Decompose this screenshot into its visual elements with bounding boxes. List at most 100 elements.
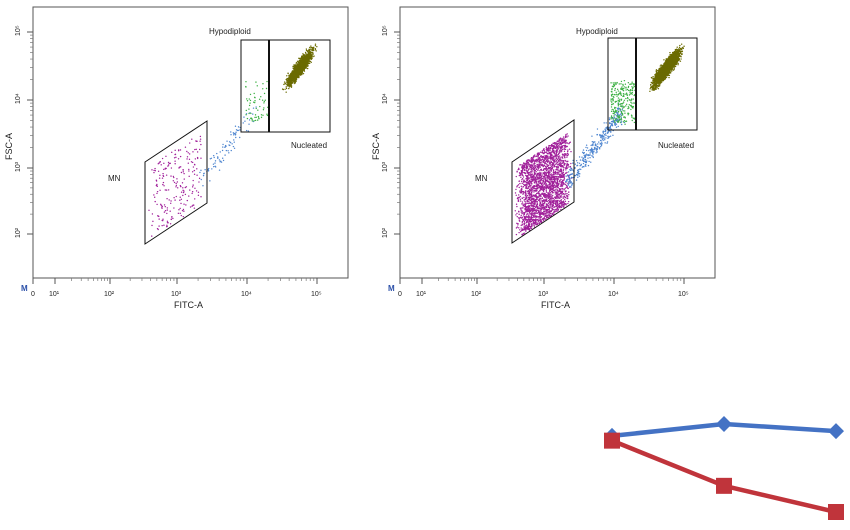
event-dot [544,157,546,159]
event-dot [533,221,535,224]
event-dot [218,159,221,161]
event-dot [244,120,246,122]
event-dot [516,212,518,215]
event-dot [299,61,301,64]
event-dot [527,174,530,176]
event-dot [546,196,548,198]
event-dot [566,192,568,195]
event-dot [533,182,536,184]
event-dot [570,150,572,153]
event-dot [524,211,526,214]
event-dot [260,114,263,116]
event-dot [534,219,536,221]
event-dot [531,220,534,222]
event-dot [558,152,561,154]
event-dot [516,215,518,218]
event-dot [565,154,567,156]
event-dot [296,71,298,74]
event-dot [562,181,564,184]
event-dot [189,189,191,191]
event-dot [166,222,169,224]
event-dot [531,190,533,193]
event-dot [560,199,563,201]
event-dot [222,143,224,146]
event-dot [518,196,520,199]
x-tick-label: 10¹ [416,291,427,298]
event-dot [533,169,535,171]
event-dot [567,135,569,137]
event-dot [151,224,153,227]
event-dot [556,203,559,205]
event-dot [292,67,294,69]
event-dot [575,160,578,162]
event-dot [524,203,526,205]
event-dot [585,149,588,152]
event-dot [302,67,305,69]
event-dot [521,224,524,226]
event-dot [547,153,549,155]
event-dot [250,117,253,119]
event-dot [521,212,523,215]
event-dot [515,233,518,236]
event-dot [552,189,555,192]
event-dot [525,180,527,183]
event-dot [548,207,551,209]
event-dot [189,142,191,144]
event-dot [159,189,161,191]
event-dot [524,197,527,200]
event-dot [532,157,534,159]
event-dot [541,163,543,166]
event-dot [283,83,285,86]
event-dot [530,189,533,191]
event-dot [298,57,300,59]
hypodiploid-gate-label: Hypodiploid [209,27,251,36]
event-dot [291,72,294,74]
event-dot [160,204,163,207]
event-dot [552,203,554,205]
event-dot [544,214,547,216]
event-dot [156,185,159,188]
event-dot [235,131,237,133]
event-dot [555,157,558,160]
event-dot [566,171,568,174]
event-dot [521,166,524,169]
event-dot [561,145,564,147]
event-dot [173,207,175,209]
event-dot [183,203,185,205]
event-dot [548,171,551,173]
event-dot [295,68,297,70]
event-dot [546,194,549,197]
event-dot [301,61,304,63]
event-dot [298,65,301,67]
mn-gate-label: MN [108,174,121,183]
event-dot [288,86,291,88]
event-dot [526,213,528,216]
event-dot [163,224,165,226]
event-dot [559,171,561,173]
event-dot [544,175,546,177]
event-dot [559,190,562,193]
event-dot [210,157,213,160]
event-dot [553,164,556,167]
event-dot [549,164,552,166]
event-dot [564,145,566,148]
event-dot [617,125,619,128]
event-dot [553,209,556,211]
event-dot [296,70,298,72]
event-dot [547,174,549,177]
event-dot [305,49,308,52]
event-dot [175,182,177,185]
event-dot [543,212,545,214]
event-dot [565,160,567,162]
event-dot [305,54,308,56]
event-dot [296,77,298,79]
event-dot [186,158,188,160]
event-dot [161,206,163,208]
event-dot [553,211,555,214]
event-dot [533,205,535,207]
event-dot [522,232,525,235]
event-dot [156,203,158,206]
event-dot [556,162,558,165]
event-dot [186,156,189,158]
event-dot [522,219,525,222]
